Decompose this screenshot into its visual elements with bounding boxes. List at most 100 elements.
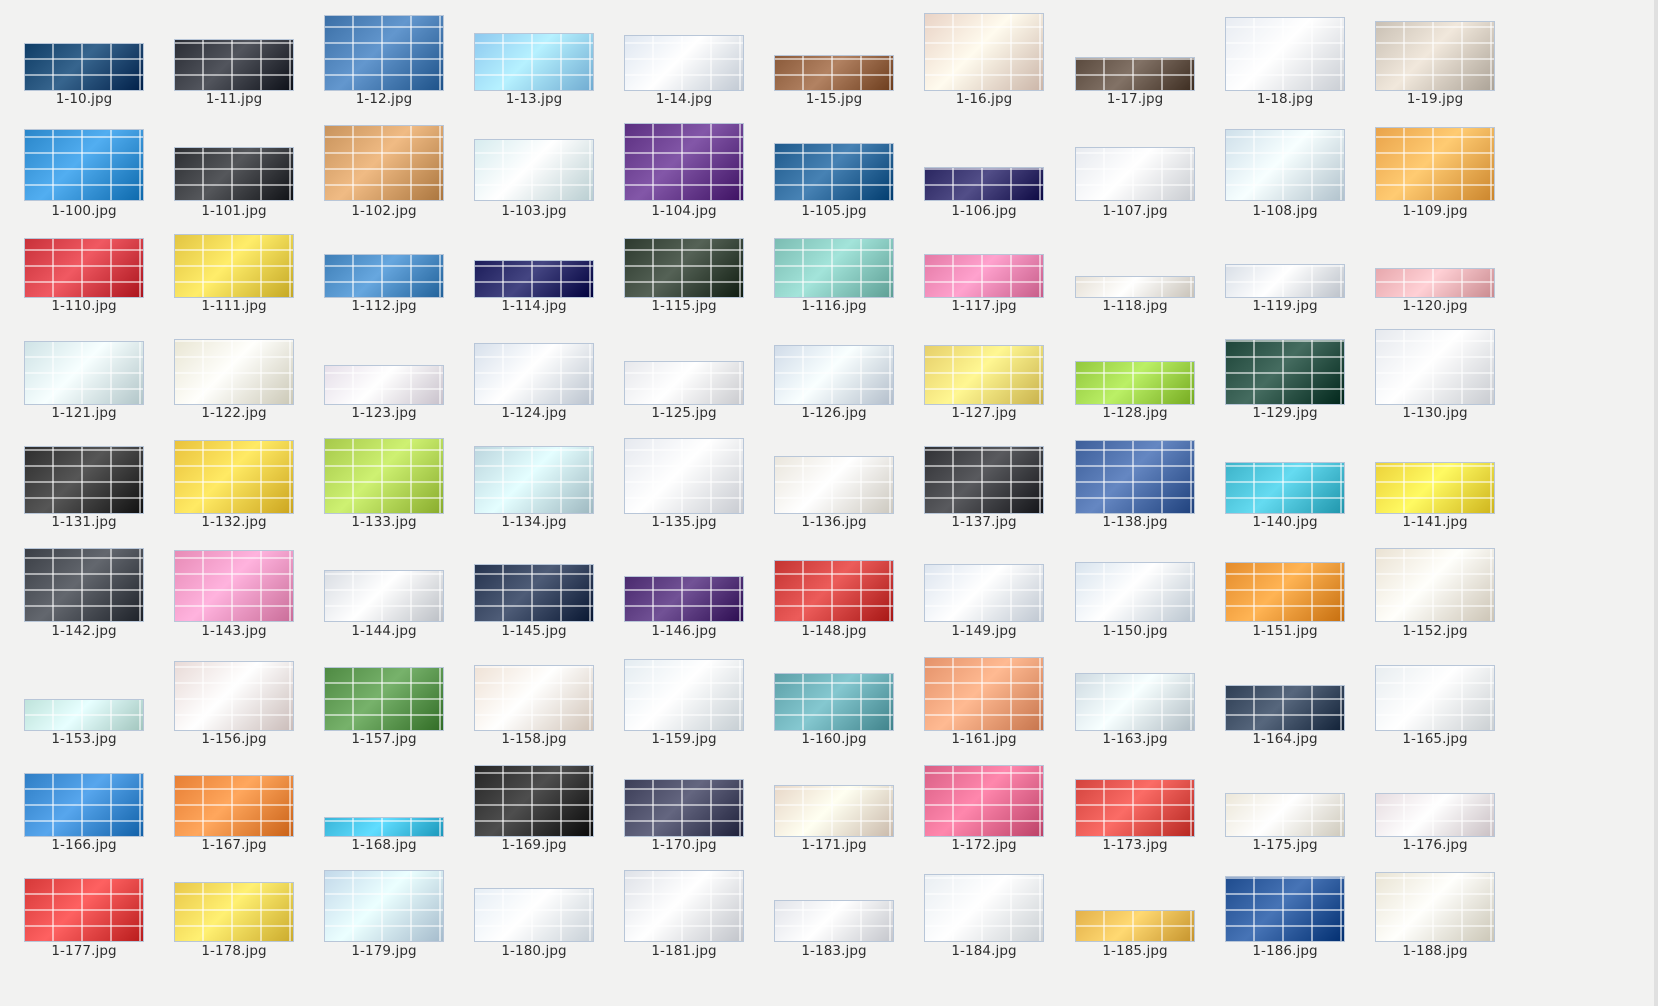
- file-name-label[interactable]: 1-105.jpg: [801, 203, 867, 219]
- file-name-label[interactable]: 1-179.jpg: [351, 943, 417, 959]
- file-name-label[interactable]: 1-153.jpg: [51, 731, 117, 747]
- file-name-label[interactable]: 1-161.jpg: [951, 731, 1017, 747]
- image-thumbnail[interactable]: [924, 13, 1044, 91]
- image-thumbnail[interactable]: [1225, 339, 1345, 405]
- image-thumbnail[interactable]: [324, 365, 444, 405]
- file-name-label[interactable]: 1-102.jpg: [351, 203, 417, 219]
- file-name-label[interactable]: 1-131.jpg: [51, 514, 117, 530]
- file-name-label[interactable]: 1-171.jpg: [801, 837, 867, 853]
- file-name-label[interactable]: 1-165.jpg: [1402, 731, 1468, 747]
- image-thumbnail[interactable]: [24, 548, 144, 622]
- image-thumbnail[interactable]: [774, 900, 894, 942]
- file-name-label[interactable]: 1-175.jpg: [1252, 837, 1318, 853]
- file-name-label[interactable]: 1-129.jpg: [1252, 405, 1318, 421]
- image-thumbnail[interactable]: [1225, 129, 1345, 201]
- image-thumbnail[interactable]: [324, 254, 444, 298]
- image-thumbnail[interactable]: [24, 238, 144, 298]
- image-thumbnail[interactable]: [474, 765, 594, 837]
- file-name-label[interactable]: 1-183.jpg: [801, 943, 867, 959]
- image-thumbnail[interactable]: [474, 260, 594, 298]
- file-name-label[interactable]: 1-136.jpg: [801, 514, 867, 530]
- image-thumbnail[interactable]: [1075, 276, 1195, 298]
- file-name-label[interactable]: 1-109.jpg: [1402, 203, 1468, 219]
- image-thumbnail[interactable]: [1375, 462, 1495, 514]
- image-thumbnail[interactable]: [624, 870, 744, 942]
- file-name-label[interactable]: 1-148.jpg: [801, 623, 867, 639]
- image-thumbnail[interactable]: [924, 657, 1044, 731]
- image-thumbnail[interactable]: [324, 870, 444, 942]
- file-name-label[interactable]: 1-124.jpg: [501, 405, 567, 421]
- file-name-label[interactable]: 1-135.jpg: [651, 514, 717, 530]
- file-name-label[interactable]: 1-166.jpg: [51, 837, 117, 853]
- image-thumbnail[interactable]: [624, 238, 744, 298]
- file-name-label[interactable]: 1-115.jpg: [651, 298, 717, 314]
- file-name-label[interactable]: 1-133.jpg: [351, 514, 417, 530]
- file-name-label[interactable]: 1-16.jpg: [955, 91, 1013, 107]
- image-thumbnail[interactable]: [1375, 872, 1495, 942]
- image-thumbnail[interactable]: [624, 659, 744, 731]
- image-thumbnail[interactable]: [24, 43, 144, 91]
- file-name-label[interactable]: 1-172.jpg: [951, 837, 1017, 853]
- file-name-label[interactable]: 1-158.jpg: [501, 731, 567, 747]
- image-thumbnail[interactable]: [624, 438, 744, 514]
- file-name-label[interactable]: 1-111.jpg: [201, 298, 267, 314]
- image-thumbnail[interactable]: [474, 665, 594, 731]
- image-thumbnail[interactable]: [24, 699, 144, 731]
- vertical-scrollbar[interactable]: [1654, 0, 1658, 1006]
- image-thumbnail[interactable]: [1375, 127, 1495, 201]
- image-thumbnail[interactable]: [324, 438, 444, 514]
- file-name-label[interactable]: 1-118.jpg: [1102, 298, 1168, 314]
- image-thumbnail[interactable]: [1075, 779, 1195, 837]
- file-name-label[interactable]: 1-186.jpg: [1252, 943, 1318, 959]
- image-thumbnail[interactable]: [924, 874, 1044, 942]
- image-thumbnail[interactable]: [324, 570, 444, 622]
- file-name-label[interactable]: 1-167.jpg: [201, 837, 267, 853]
- file-name-label[interactable]: 1-188.jpg: [1402, 943, 1468, 959]
- image-thumbnail[interactable]: [924, 254, 1044, 298]
- file-name-label[interactable]: 1-185.jpg: [1102, 943, 1168, 959]
- image-thumbnail[interactable]: [174, 661, 294, 731]
- file-name-label[interactable]: 1-121.jpg: [51, 405, 117, 421]
- image-thumbnail[interactable]: [24, 129, 144, 201]
- file-name-label[interactable]: 1-17.jpg: [1106, 91, 1164, 107]
- image-thumbnail[interactable]: [1375, 21, 1495, 91]
- image-thumbnail[interactable]: [324, 817, 444, 837]
- file-name-label[interactable]: 1-15.jpg: [805, 91, 863, 107]
- image-thumbnail[interactable]: [924, 345, 1044, 405]
- file-name-label[interactable]: 1-11.jpg: [205, 91, 263, 107]
- file-name-label[interactable]: 1-130.jpg: [1402, 405, 1468, 421]
- image-thumbnail[interactable]: [474, 446, 594, 514]
- image-thumbnail[interactable]: [1075, 440, 1195, 514]
- file-name-label[interactable]: 1-143.jpg: [201, 623, 267, 639]
- file-name-label[interactable]: 1-169.jpg: [501, 837, 567, 853]
- file-name-label[interactable]: 1-170.jpg: [651, 837, 717, 853]
- image-thumbnail[interactable]: [924, 167, 1044, 201]
- image-thumbnail[interactable]: [774, 673, 894, 731]
- image-thumbnail[interactable]: [1375, 268, 1495, 298]
- image-thumbnail[interactable]: [924, 765, 1044, 837]
- file-name-label[interactable]: 1-100.jpg: [51, 203, 117, 219]
- file-name-label[interactable]: 1-120.jpg: [1402, 298, 1468, 314]
- file-name-label[interactable]: 1-18.jpg: [1256, 91, 1314, 107]
- image-thumbnail[interactable]: [624, 361, 744, 405]
- file-name-label[interactable]: 1-116.jpg: [801, 298, 867, 314]
- image-thumbnail[interactable]: [624, 779, 744, 837]
- file-name-label[interactable]: 1-163.jpg: [1102, 731, 1168, 747]
- image-thumbnail[interactable]: [774, 143, 894, 201]
- image-thumbnail[interactable]: [174, 440, 294, 514]
- file-name-label[interactable]: 1-125.jpg: [651, 405, 717, 421]
- file-name-label[interactable]: 1-149.jpg: [951, 623, 1017, 639]
- image-thumbnail[interactable]: [1225, 17, 1345, 91]
- file-name-label[interactable]: 1-159.jpg: [651, 731, 717, 747]
- image-thumbnail[interactable]: [174, 39, 294, 91]
- image-thumbnail[interactable]: [1225, 793, 1345, 837]
- file-name-label[interactable]: 1-132.jpg: [201, 514, 267, 530]
- image-thumbnail[interactable]: [624, 35, 744, 91]
- image-thumbnail[interactable]: [324, 125, 444, 201]
- file-name-label[interactable]: 1-123.jpg: [351, 405, 417, 421]
- file-name-label[interactable]: 1-126.jpg: [801, 405, 867, 421]
- image-thumbnail[interactable]: [624, 123, 744, 201]
- file-name-label[interactable]: 1-104.jpg: [651, 203, 717, 219]
- image-thumbnail[interactable]: [774, 345, 894, 405]
- file-name-label[interactable]: 1-127.jpg: [951, 405, 1017, 421]
